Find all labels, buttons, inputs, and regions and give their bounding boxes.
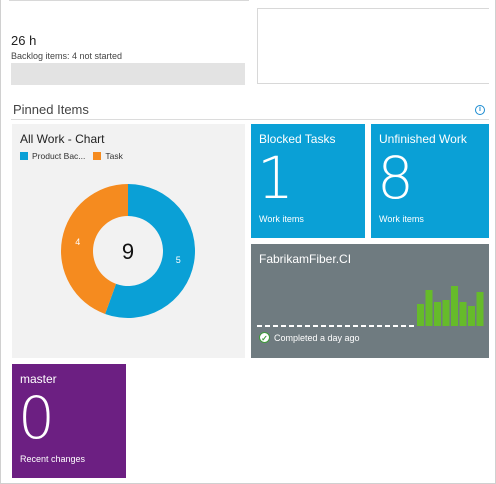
tile-subtitle: Recent changes [20,454,86,464]
info-icon[interactable]: i [475,105,485,115]
master-branch-tile[interactable]: master 0 Recent changes [12,364,126,478]
build-baseline-dash [281,325,286,327]
donut-center-total: 9 [122,239,134,264]
empty-tile [257,8,489,84]
chart-title: All Work - Chart [20,132,105,146]
legend-item-task: Task [93,151,123,161]
build-status: ✓ Completed a day ago [259,332,360,343]
build-bar[interactable] [476,292,484,326]
build-bar[interactable] [459,302,467,326]
build-bar[interactable] [451,286,458,326]
donut-slice[interactable] [105,184,195,318]
tile-title: master [20,372,57,386]
build-bar[interactable] [417,304,424,326]
tile-title: Unfinished Work [379,132,467,146]
legend-label: Product Bac... [32,151,86,161]
build-baseline-dash [361,325,366,327]
backlog-progress-bar [11,63,245,85]
donut-chart: 5 4 9 [60,184,195,318]
build-baseline-dash [313,325,318,327]
legend-label: Task [105,151,123,161]
build-baseline-dash [265,325,270,327]
build-baseline-dash [345,325,350,327]
build-definition-name: FabrikamFiber.CI [259,252,352,266]
legend-swatch [93,152,102,160]
sprint-burndown-tile[interactable]: 26 h Backlog items: 4 not started [9,0,249,88]
build-baseline-dash [401,325,406,327]
tile-count: 1 [257,144,294,212]
build-baseline-dash [353,325,358,327]
donut-slice[interactable] [60,184,128,314]
build-baseline-dash [409,325,414,327]
slice-label: 4 [75,237,80,247]
build-tile[interactable]: FabrikamFiber.CI ✓ Completed a day ago [251,244,489,358]
build-baseline-dash [385,325,390,327]
remaining-hours: 26 h [11,33,37,48]
legend-swatch [20,152,28,160]
chart-legend: Product Bac... Task [20,151,123,161]
blocked-tasks-tile[interactable]: Blocked Tasks 1 Work items [251,124,365,238]
build-bar[interactable] [425,290,433,326]
build-baseline-dash [321,325,326,327]
tile-subtitle: Work items [259,214,304,224]
slice-label: 5 [176,255,181,265]
tile-title: Blocked Tasks [259,132,336,146]
build-status-text: Completed a day ago [274,332,360,343]
build-bar[interactable] [468,306,475,326]
backlog-summary: Backlog items: 4 not started [11,51,123,61]
build-baseline-dash [377,325,382,327]
build-baseline-dash [289,325,294,327]
legend-item-product-backlog: Product Bac... [20,151,85,161]
build-baseline-dash [393,325,398,327]
build-baseline-dash [329,325,334,327]
build-baseline-dash [297,325,302,327]
tile-count: 0 [18,384,55,452]
all-work-chart-tile[interactable]: All Work - Chart Product Bac... Task 5 4 9 [12,124,245,358]
build-bar[interactable] [442,300,450,326]
build-baseline-dash [369,325,374,327]
build-baseline-dash [337,325,342,327]
build-baseline-dash [305,325,310,327]
build-baseline-dash [257,325,262,327]
check-circle-icon: ✓ [259,332,270,343]
build-baseline-dash [273,325,278,327]
build-history-chart [257,286,484,327]
unfinished-work-tile[interactable]: Unfinished Work 8 Work items [371,124,489,238]
pinned-items-header: Pinned Items i [11,100,489,120]
tile-subtitle: Work items [379,214,424,224]
pinned-items-title: Pinned Items [13,102,89,117]
build-bar[interactable] [434,302,441,326]
tile-count: 8 [377,144,414,212]
